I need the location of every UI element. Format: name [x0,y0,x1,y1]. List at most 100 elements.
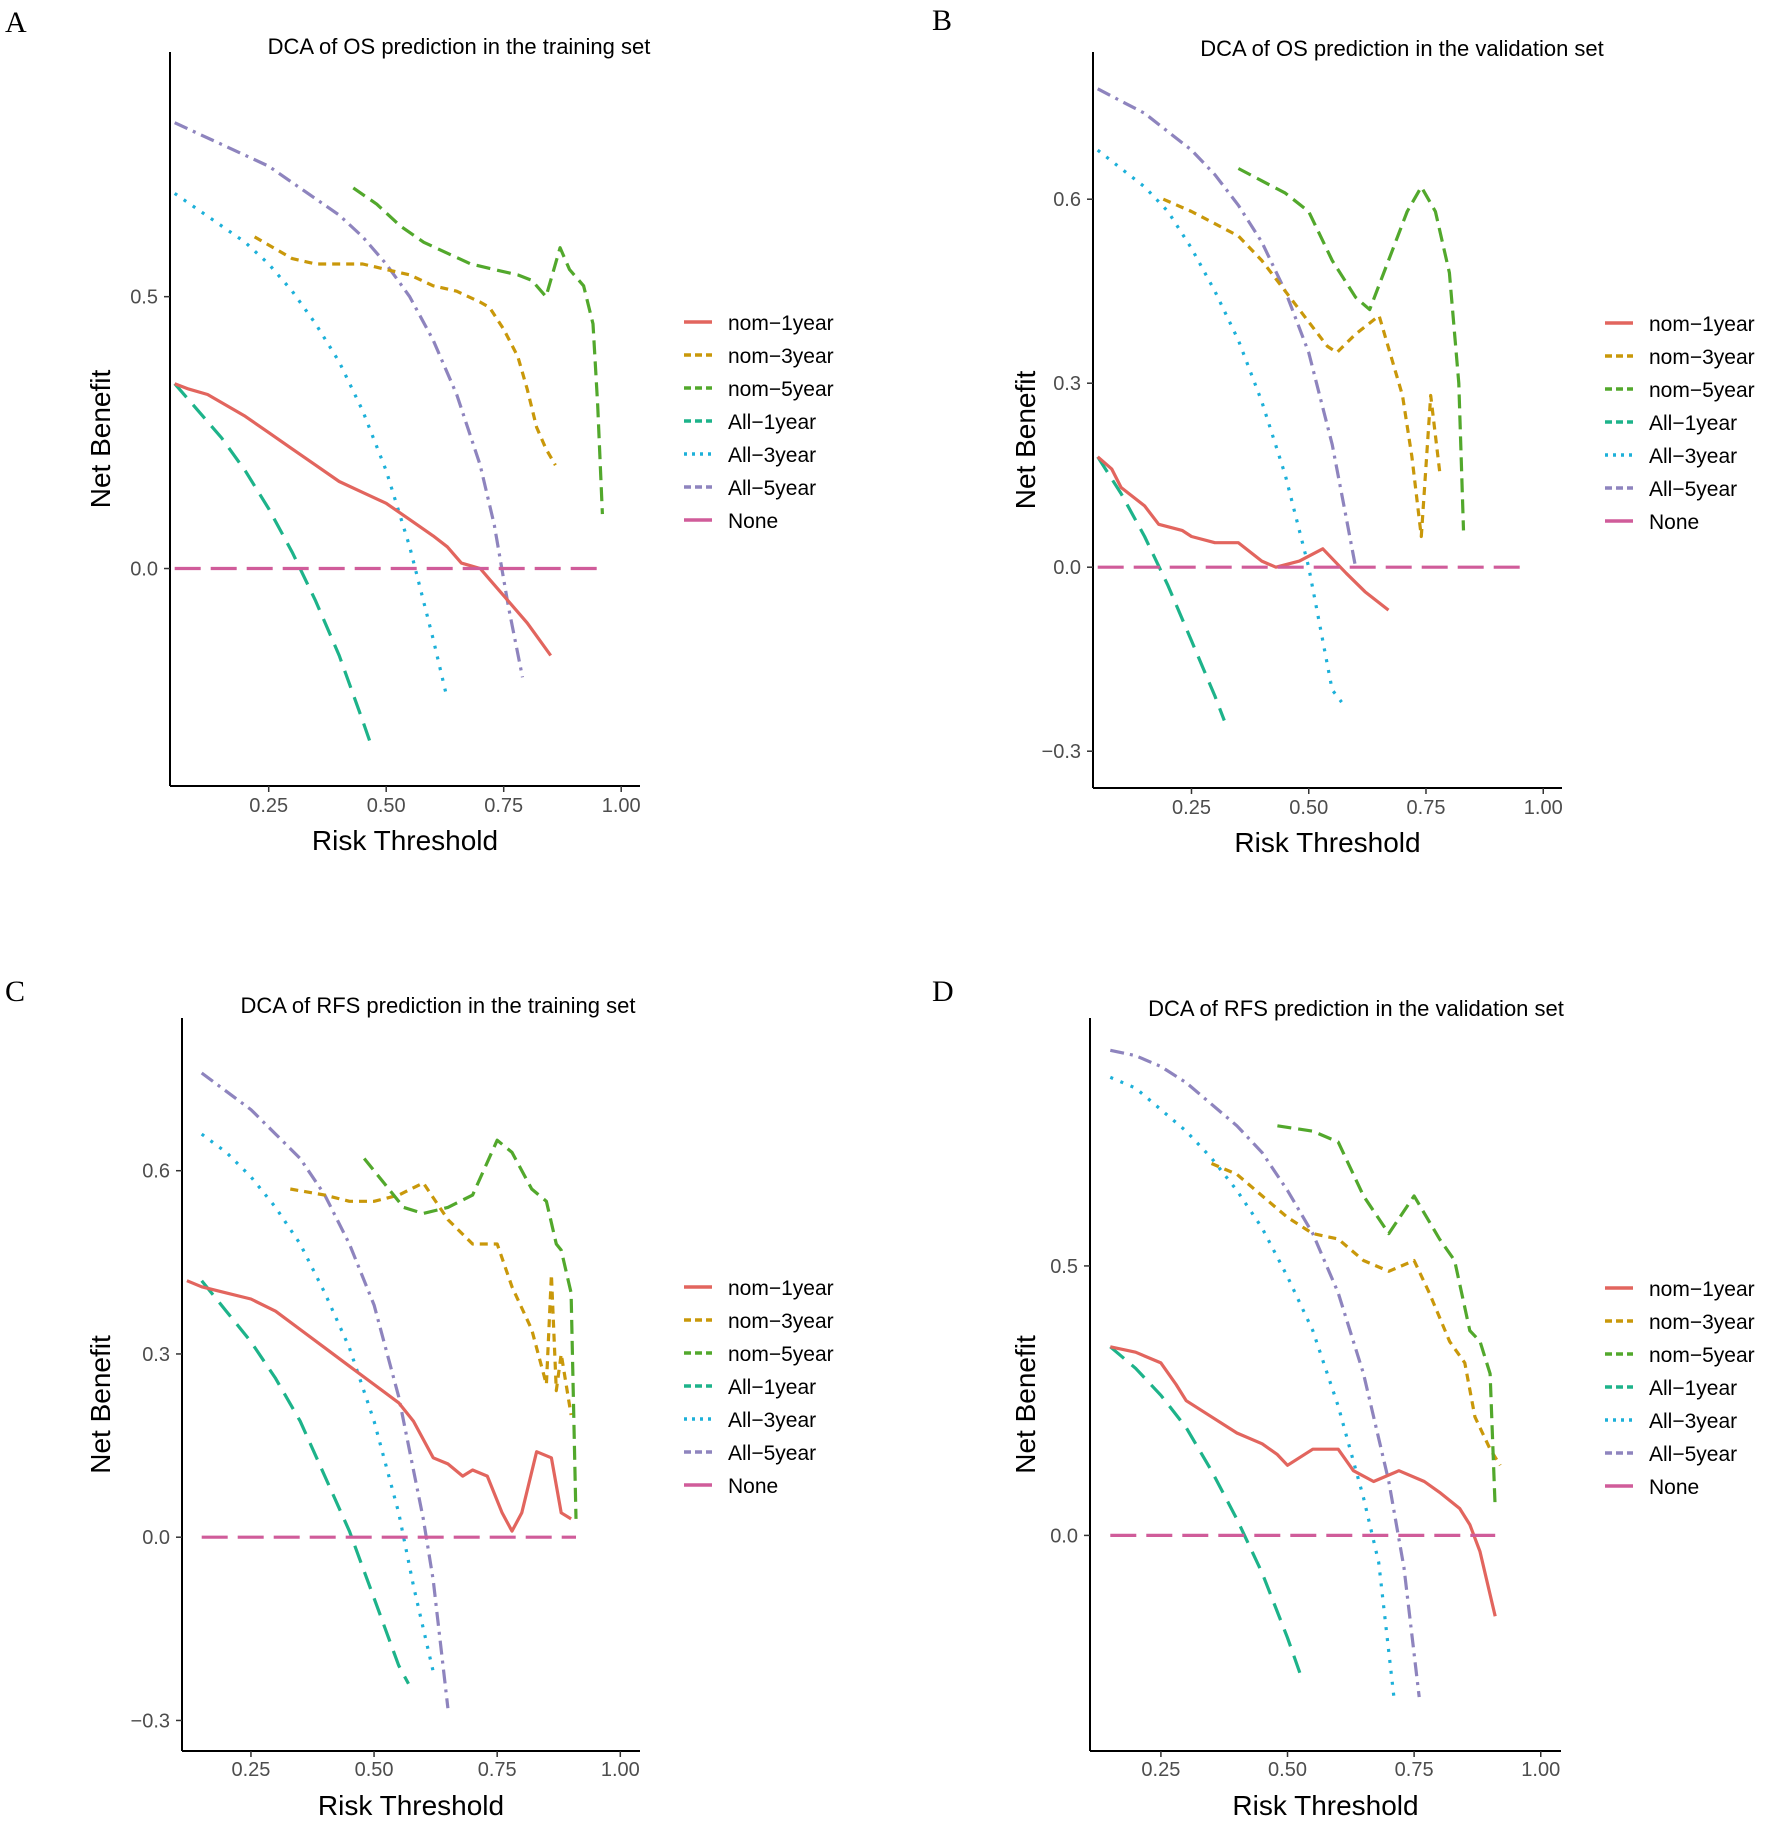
x-tick-label: 0.50 [355,1759,394,1781]
x-axis-title: Risk Threshold [1232,1790,1418,1821]
chart-title: DCA of RFS prediction in the validation … [1148,996,1564,1021]
legend-label: nom−1year [1649,1278,1755,1301]
dca-panel-b: B DCA of OS prediction in the validation … [932,4,1755,858]
x-tick-label: 1.00 [1521,1759,1560,1781]
y-tick-label: 0.3 [142,1344,170,1366]
legend-label: All−3year [1649,445,1737,468]
x-tick-label: 1.00 [601,1759,640,1781]
y-tick-label: 0.3 [1053,373,1081,395]
x-axis-title: Risk Threshold [312,825,498,856]
x-tick-label: 0.25 [231,1759,270,1781]
legend-label: nom−3year [728,1310,834,1333]
legend-label: nom−5year [1649,1344,1755,1367]
x-tick-label: 0.75 [1395,1759,1434,1781]
x-axis-title: Risk Threshold [318,1790,504,1821]
y-axis-title: Net Benefit [1010,371,1041,510]
x-tick-label: 0.50 [367,795,406,817]
series-line-nom-1year [1096,455,1390,612]
y-tick-label: −0.3 [131,1710,170,1732]
series-line-nom-5year [1237,167,1466,531]
legend-label: None [728,1475,778,1498]
series-line-nom-3year [253,235,557,466]
series-line-nom-1year [174,382,552,657]
y-tick-label: 0.0 [130,559,158,581]
x-tick-label: 1.00 [602,795,641,817]
series-line-all-3year [1109,1075,1396,1698]
chart-title: DCA of RFS prediction in the training se… [241,993,636,1018]
y-axis-title: Net Benefit [1010,1335,1041,1474]
series-line-nom-5year [1277,1124,1497,1509]
series-line-nom-3year [290,1181,573,1416]
legend-label: None [1649,1476,1699,1499]
x-tick-label: 0.50 [1268,1759,1307,1781]
panel-letter: D [932,975,954,1008]
dca-panel-d: D DCA of RFS prediction in the validation… [932,975,1755,1821]
series-line-all-3year [1096,148,1343,704]
x-tick-label: 0.25 [1141,1759,1180,1781]
legend-label: None [1649,511,1699,534]
x-tick-label: 0.75 [478,1759,517,1781]
legend-label: nom−5year [728,1343,834,1366]
chart-title: DCA of OS prediction in the training set [268,34,651,59]
panel-letter: C [5,975,25,1008]
series-line-nom-1year [186,1279,572,1533]
legend-label: All−3year [728,444,816,467]
legend-label: All−1year [728,411,816,434]
legend-label: All−1year [728,1376,816,1399]
dca-panel-c: C DCA of RFS prediction in the training s… [5,975,834,1821]
y-axis-title: Net Benefit [85,370,116,509]
legend-label: nom−5year [728,378,834,401]
x-tick-label: 0.75 [1407,797,1446,819]
series-line-all-5year [1109,1048,1421,1698]
legend-label: All−5year [1649,478,1737,501]
legend-label: None [728,510,778,533]
legend-label: All−1year [1649,412,1737,435]
legend-label: All−1year [1649,1377,1737,1400]
legend-label: All−3year [1649,1410,1737,1433]
y-tick-label: 0.5 [1050,1256,1078,1278]
y-axis-title: Net Benefit [85,1335,116,1474]
legend-label: All−5year [728,1442,816,1465]
series-line-nom-3year [1210,1162,1502,1467]
x-tick-label: 0.50 [1289,797,1328,819]
y-tick-label: 0.5 [130,287,158,309]
y-tick-label: −0.3 [1042,741,1081,763]
legend-label: All−3year [728,1409,816,1432]
series-line-all-1year [200,1279,410,1685]
panel-letter: B [932,4,952,37]
x-tick-label: 0.25 [1172,797,1211,819]
series-line-all-3year [173,192,449,700]
legend-label: nom−3year [1649,346,1755,369]
series-line-nom-1year [1109,1345,1497,1617]
series-line-all-5year [174,121,525,678]
panel-letter: A [5,6,27,39]
y-tick-label: 0.0 [142,1527,170,1549]
series-line-all-1year [1096,455,1226,722]
chart-title: DCA of OS prediction in the validation s… [1200,36,1604,61]
series-line-all-5year [200,1071,450,1709]
legend-label: nom−1year [728,1277,834,1300]
series-line-nom-5year [362,1138,578,1519]
y-tick-label: 0.6 [1053,189,1081,211]
legend-label: All−5year [1649,1443,1737,1466]
legend-label: nom−3year [1649,1311,1755,1334]
y-tick-label: 0.0 [1053,557,1081,579]
series-line-nom-5year [352,186,604,515]
legend-label: nom−5year [1649,379,1755,402]
legend-label: nom−1year [728,312,834,335]
dca-panel-a: A DCA of OS prediction in the training se… [5,6,834,856]
series-line-all-1year [173,382,374,749]
legend-label: nom−1year [1649,313,1755,336]
series-line-all-1year [1109,1345,1305,1682]
x-tick-label: 1.00 [1524,797,1563,819]
y-tick-label: 0.6 [142,1161,170,1183]
series-line-nom-3year [1162,197,1442,539]
x-axis-title: Risk Threshold [1234,827,1420,858]
x-tick-label: 0.25 [249,795,288,817]
x-tick-label: 0.75 [484,795,523,817]
y-tick-label: 0.0 [1050,1525,1078,1547]
legend-label: All−5year [728,477,816,500]
legend-label: nom−3year [728,345,834,368]
series-line-all-5year [1096,87,1358,568]
